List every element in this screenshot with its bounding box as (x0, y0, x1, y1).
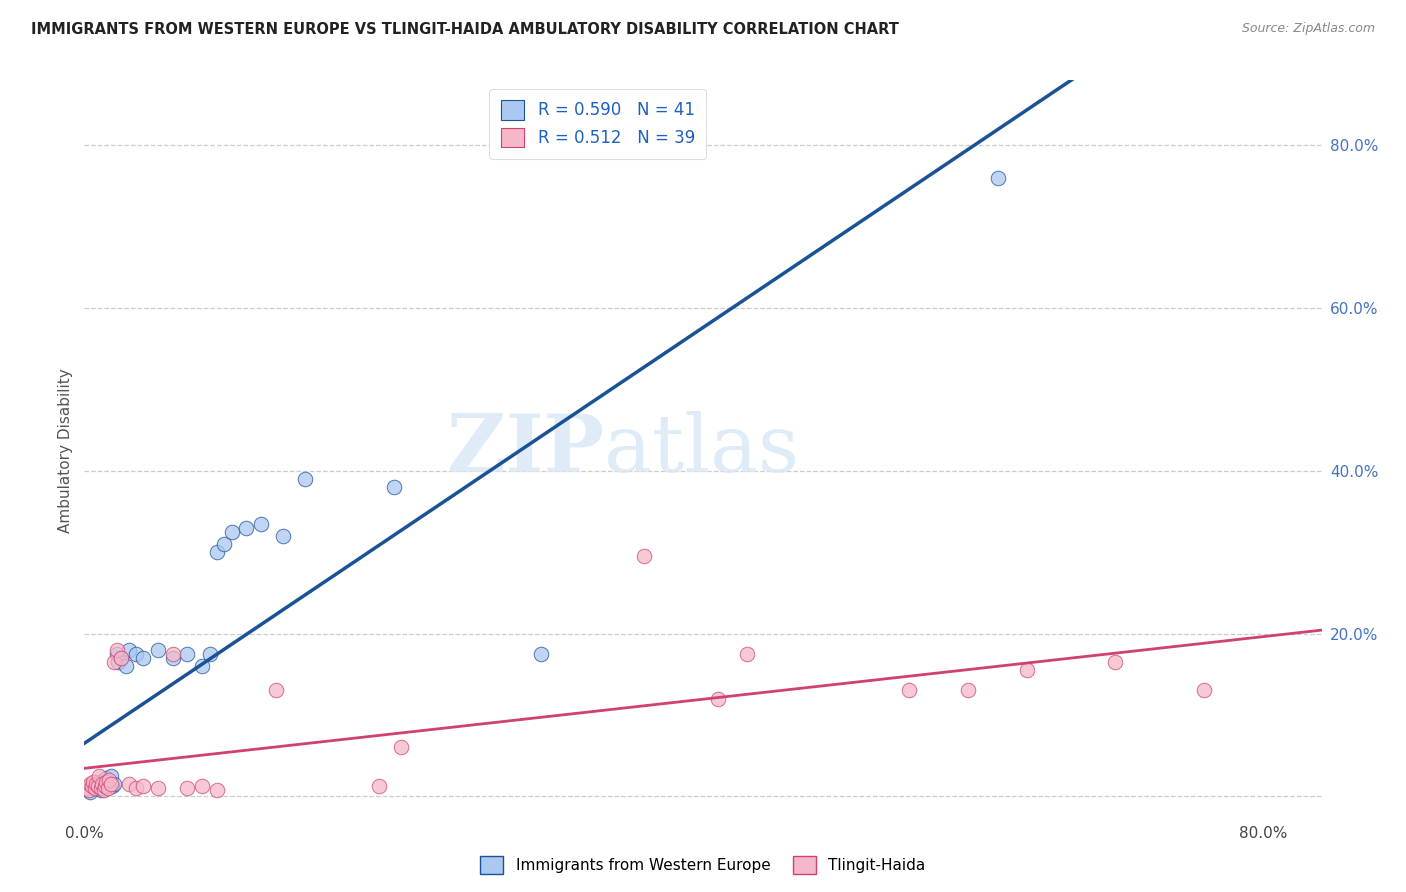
Point (84, 781, 107, 796)
Point (1104, 655, 1126, 669)
Text: IMMIGRANTS FROM WESTERN EUROPE VS TLINGIT-HAIDA AMBULATORY DISABILITY CORRELATIO: IMMIGRANTS FROM WESTERN EUROPE VS TLINGI… (31, 22, 898, 37)
Point (100, 777, 122, 791)
Text: Source: ZipAtlas.com: Source: ZipAtlas.com (1241, 22, 1375, 36)
Point (125, 781, 148, 796)
Point (97, 781, 120, 796)
Point (96, 772, 118, 786)
Point (82, 774, 104, 789)
Point (80, 780, 103, 794)
Point (76, 781, 98, 796)
Point (235, 521, 257, 535)
Point (87, 777, 110, 791)
Point (84, 777, 107, 791)
Point (146, 781, 169, 796)
Point (93, 772, 115, 787)
Point (91, 777, 114, 791)
Point (91, 780, 114, 794)
Point (94, 780, 117, 794)
Point (110, 651, 132, 665)
Point (105, 642, 128, 657)
Point (93, 782, 115, 797)
Legend: Immigrants from Western Europe, Tlingit-Haida: Immigrants from Western Europe, Tlingit-… (474, 850, 932, 880)
Point (82, 777, 104, 791)
Text: ZIP: ZIP (447, 411, 605, 490)
Point (105, 647, 128, 661)
Point (368, 780, 391, 794)
Point (191, 659, 214, 673)
Point (107, 655, 129, 669)
Point (191, 780, 214, 794)
Point (76, 781, 98, 796)
Point (735, 647, 758, 661)
Point (117, 642, 139, 657)
Point (214, 537, 236, 551)
Point (114, 659, 136, 673)
Point (86, 780, 108, 794)
Point (98, 774, 121, 789)
Point (77, 782, 100, 797)
Point (103, 777, 125, 791)
Point (97, 777, 120, 791)
Point (87, 769, 110, 783)
Point (205, 782, 228, 797)
Point (103, 655, 125, 669)
Point (530, 647, 553, 661)
Point (987, 170, 1010, 185)
Point (101, 780, 124, 794)
Point (250, 516, 273, 531)
Point (132, 780, 155, 794)
Point (162, 647, 184, 661)
Point (94, 774, 117, 789)
Point (146, 642, 169, 657)
Point (100, 769, 122, 783)
Point (633, 549, 655, 564)
Point (90, 781, 112, 796)
Point (96, 774, 118, 789)
Point (382, 480, 405, 494)
Text: atlas: atlas (605, 411, 799, 490)
Point (706, 691, 728, 706)
Point (898, 683, 921, 698)
Point (79, 777, 101, 791)
Point (294, 472, 316, 486)
Point (83, 781, 105, 796)
Point (198, 647, 221, 661)
Point (264, 683, 287, 698)
Point (221, 524, 243, 539)
Point (80, 780, 103, 794)
Point (205, 545, 228, 559)
Point (957, 683, 980, 698)
Point (389, 740, 412, 755)
Point (90, 782, 112, 797)
Point (110, 651, 132, 665)
Point (117, 777, 139, 791)
Point (176, 647, 198, 661)
Point (132, 651, 155, 665)
Point (83, 774, 105, 789)
Y-axis label: Ambulatory Disability: Ambulatory Disability (58, 368, 73, 533)
Point (86, 780, 108, 794)
Point (79, 785, 101, 799)
Point (1015, 663, 1038, 677)
Point (176, 781, 198, 796)
Point (162, 651, 184, 665)
Legend: R = 0.590   N = 41, R = 0.512   N = 39: R = 0.590 N = 41, R = 0.512 N = 39 (489, 88, 706, 159)
Point (77, 782, 100, 797)
Point (98, 772, 121, 787)
Point (271, 529, 294, 543)
Point (1192, 683, 1215, 698)
Point (125, 647, 148, 661)
